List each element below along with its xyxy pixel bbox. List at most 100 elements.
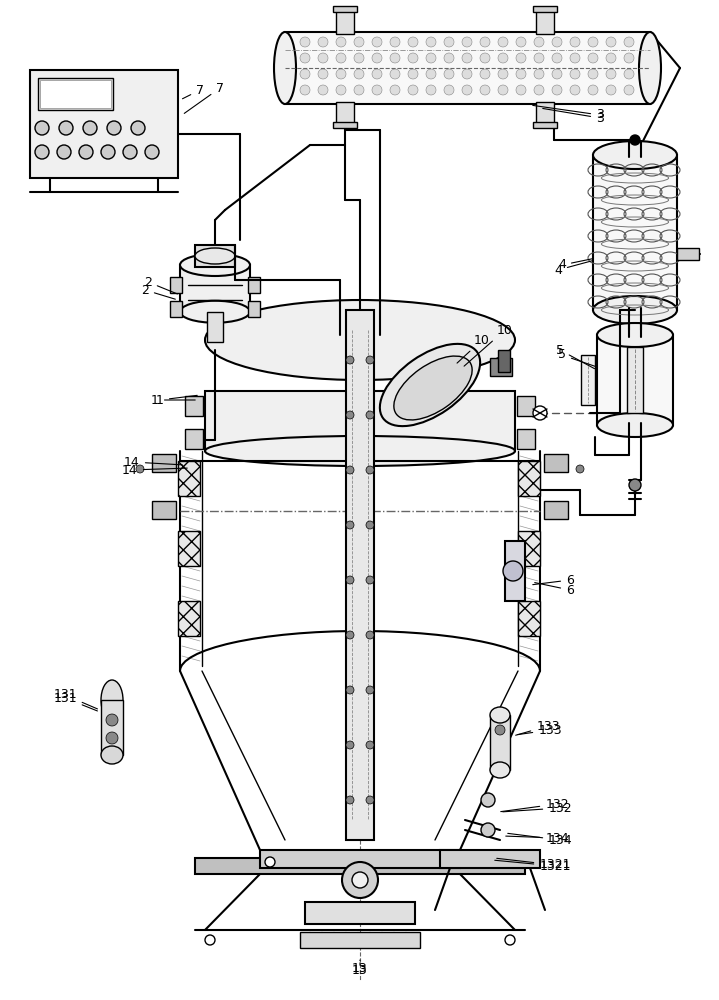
Bar <box>544 454 568 472</box>
Ellipse shape <box>180 254 250 276</box>
Text: 4: 4 <box>554 261 592 276</box>
Circle shape <box>624 85 634 95</box>
Circle shape <box>346 521 354 529</box>
Circle shape <box>106 714 118 726</box>
Circle shape <box>366 356 374 364</box>
Bar <box>677 248 699 260</box>
Ellipse shape <box>380 344 480 426</box>
Circle shape <box>606 85 616 95</box>
Text: 134: 134 <box>505 832 569 844</box>
Text: 1: 1 <box>156 393 197 406</box>
Circle shape <box>588 85 598 95</box>
Circle shape <box>346 466 354 474</box>
Circle shape <box>372 69 382 79</box>
Bar <box>260 850 460 868</box>
Circle shape <box>366 576 374 584</box>
Circle shape <box>318 85 328 95</box>
Bar <box>195 245 235 267</box>
Bar <box>536 10 554 34</box>
Circle shape <box>318 69 328 79</box>
Circle shape <box>372 85 382 95</box>
Bar <box>40 80 111 108</box>
Bar <box>333 6 357 12</box>
Bar <box>533 122 557 128</box>
Bar <box>490 358 512 376</box>
Bar <box>205 391 515 451</box>
Circle shape <box>352 872 368 888</box>
Circle shape <box>354 53 364 63</box>
Circle shape <box>503 561 523 581</box>
Circle shape <box>480 69 490 79</box>
Circle shape <box>300 69 310 79</box>
Ellipse shape <box>597 323 673 347</box>
Text: 5: 5 <box>558 349 597 367</box>
Circle shape <box>629 479 641 491</box>
Text: 133: 133 <box>516 720 560 735</box>
Circle shape <box>570 69 580 79</box>
Circle shape <box>624 37 634 47</box>
Circle shape <box>366 411 374 419</box>
Bar <box>178 531 200 566</box>
Circle shape <box>366 466 374 474</box>
Text: 10: 10 <box>464 324 513 366</box>
Circle shape <box>498 69 508 79</box>
Circle shape <box>390 53 400 63</box>
Bar <box>180 265 250 312</box>
Circle shape <box>462 37 472 47</box>
Circle shape <box>123 145 137 159</box>
Circle shape <box>346 741 354 749</box>
Bar <box>346 310 374 840</box>
Circle shape <box>106 732 118 744</box>
Circle shape <box>336 53 346 63</box>
Circle shape <box>498 53 508 63</box>
Text: 2: 2 <box>141 284 175 299</box>
Circle shape <box>354 85 364 95</box>
Bar <box>581 355 595 405</box>
Bar <box>593 155 677 310</box>
Text: 2: 2 <box>144 275 178 294</box>
Circle shape <box>495 725 505 735</box>
Circle shape <box>552 85 562 95</box>
Circle shape <box>552 37 562 47</box>
Bar <box>152 501 176 519</box>
Circle shape <box>480 37 490 47</box>
Text: 13: 13 <box>352 960 368 976</box>
Circle shape <box>372 53 382 63</box>
Circle shape <box>426 69 436 79</box>
Bar <box>517 396 535 416</box>
Ellipse shape <box>101 680 123 720</box>
Bar <box>518 461 540 496</box>
Text: 132: 132 <box>503 802 572 814</box>
Ellipse shape <box>639 32 661 104</box>
Ellipse shape <box>195 248 235 264</box>
Circle shape <box>346 796 354 804</box>
Circle shape <box>408 69 418 79</box>
Circle shape <box>570 85 580 95</box>
Circle shape <box>408 53 418 63</box>
Bar <box>170 301 182 317</box>
Circle shape <box>35 121 49 135</box>
Bar <box>498 350 510 372</box>
Circle shape <box>480 53 490 63</box>
Circle shape <box>136 465 144 473</box>
Text: 131: 131 <box>53 692 97 711</box>
Circle shape <box>552 53 562 63</box>
Circle shape <box>498 37 508 47</box>
Circle shape <box>372 37 382 47</box>
Circle shape <box>336 69 346 79</box>
Circle shape <box>606 53 616 63</box>
Circle shape <box>346 411 354 419</box>
Circle shape <box>408 37 418 47</box>
Bar <box>627 347 643 413</box>
Circle shape <box>107 121 121 135</box>
Circle shape <box>79 145 93 159</box>
Circle shape <box>533 406 547 420</box>
Bar <box>336 10 354 34</box>
Circle shape <box>390 37 400 47</box>
Circle shape <box>606 37 616 47</box>
Text: 1321: 1321 <box>495 859 571 872</box>
Circle shape <box>300 53 310 63</box>
Ellipse shape <box>490 762 510 778</box>
Bar <box>178 601 200 636</box>
Circle shape <box>516 85 526 95</box>
